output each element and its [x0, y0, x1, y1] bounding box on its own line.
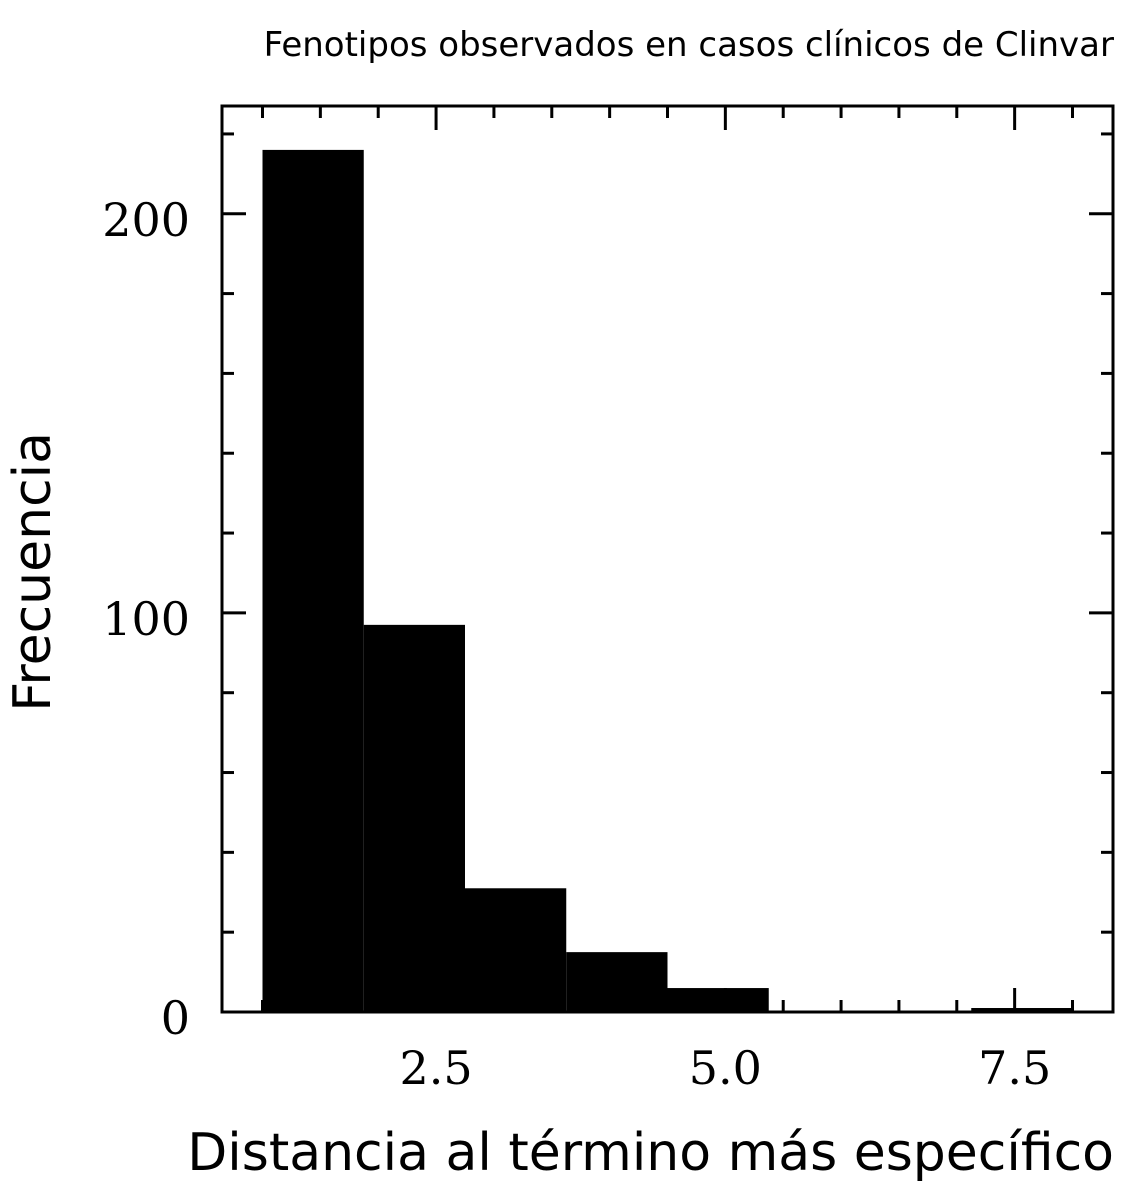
histogram-bar-8 [971, 1008, 1073, 1012]
x-tick-label: 5.0 [689, 1041, 762, 1095]
chart-title: Fenotipos observados en casos clínicos d… [264, 25, 1114, 65]
histogram-bar-1 [262, 149, 364, 1012]
x-axis-label: Distancia al término más específico [187, 1123, 1114, 1183]
histogram-bar-5 [667, 988, 769, 1012]
y-tick-label: 100 [102, 592, 190, 646]
y-tick-label: 200 [102, 193, 190, 247]
histogram-bar-4 [566, 952, 668, 1012]
bars-group [262, 149, 1073, 1012]
ticks-group [222, 106, 1113, 1014]
y-axis-label: Frecuencia [3, 432, 63, 712]
x-tick-label: 2.5 [399, 1041, 472, 1095]
y-tick-label: 0 [161, 991, 190, 1045]
tick-labels-group: 2.5 5.0 7.5 0 100 200 [102, 193, 1051, 1095]
histogram-bar-2 [363, 624, 465, 1012]
x-tick-label: 7.5 [978, 1041, 1051, 1095]
histogram-bar-3 [465, 888, 567, 1012]
